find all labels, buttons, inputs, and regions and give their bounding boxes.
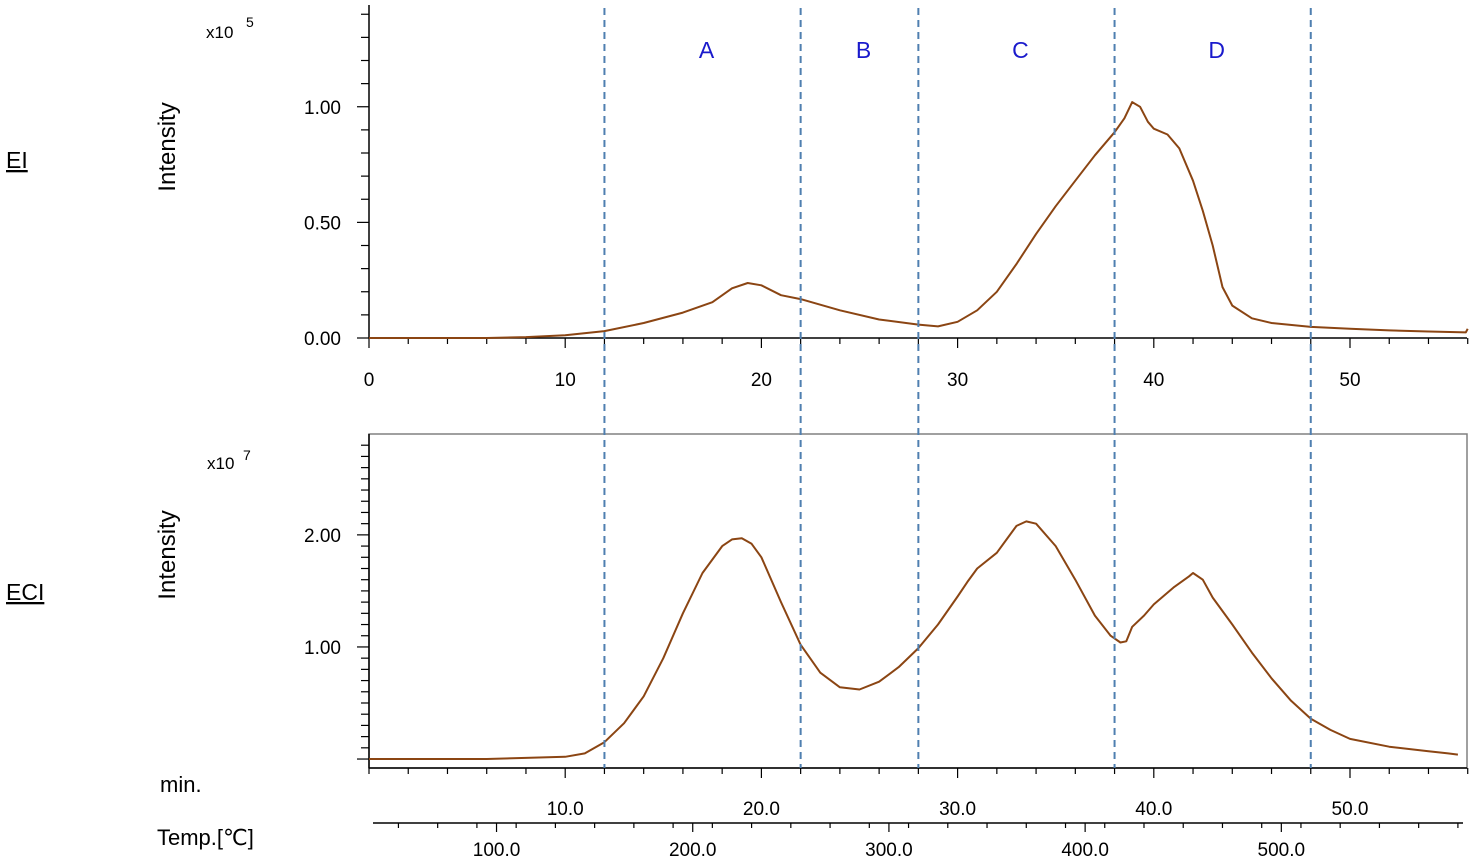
eci-x-tick-label: 40.0 <box>1135 799 1172 820</box>
eci-intensity-trace <box>369 520 1459 760</box>
ei-intensity-trace <box>369 101 1469 339</box>
eci-x-unit-label: min. <box>160 772 202 797</box>
temp-tick-label: 300.0 <box>865 840 913 861</box>
ei-y-tick-label: 1.00 <box>304 98 341 119</box>
ei-y-tick-label: 0.50 <box>304 213 341 234</box>
eci-scale-exponent: 7 <box>243 447 251 463</box>
ei-side-label: EI <box>6 147 28 173</box>
region-label-c: C <box>1012 37 1029 63</box>
region-label-d: D <box>1208 37 1225 63</box>
ei-x-tick-label: 50 <box>1339 370 1360 391</box>
eci-x-tick-label: 30.0 <box>939 799 976 820</box>
ei-x-tick-label: 30 <box>947 370 968 391</box>
eci-side-label: ECI <box>6 579 44 605</box>
region-label-a: A <box>699 37 715 63</box>
ei-x-tick-label: 20 <box>751 370 772 391</box>
eci-y-tick-label: 2.00 <box>304 526 341 547</box>
temp-tick-label: 200.0 <box>669 840 717 861</box>
ei-scale-label: x10 <box>206 23 233 42</box>
ei-x-tick-label: 40 <box>1143 370 1164 391</box>
eci-scale-label: x10 <box>207 454 234 473</box>
ei-x-tick-label: 0 <box>364 370 375 391</box>
ei-x-tick-label: 10 <box>555 370 576 391</box>
eci-y-tick-label: 1.00 <box>304 638 341 659</box>
eci-x-tick-label: 10.0 <box>547 799 584 820</box>
region-label-b: B <box>856 37 871 63</box>
eci-y-axis-title: Intensity <box>154 510 181 599</box>
ei-scale-exponent: 5 <box>246 14 254 30</box>
eci-x-tick-label: 50.0 <box>1332 799 1369 820</box>
eci-x-tick-label: 20.0 <box>743 799 780 820</box>
ei-y-tick-label: 0.00 <box>304 329 341 350</box>
temp-tick-label: 100.0 <box>473 840 521 861</box>
ei-y-axis-title: Intensity <box>154 102 181 191</box>
temp-tick-label: 400.0 <box>1061 840 1109 861</box>
temp-tick-label: 500.0 <box>1258 840 1306 861</box>
temp-axis-title: Temp.[℃] <box>157 825 254 850</box>
